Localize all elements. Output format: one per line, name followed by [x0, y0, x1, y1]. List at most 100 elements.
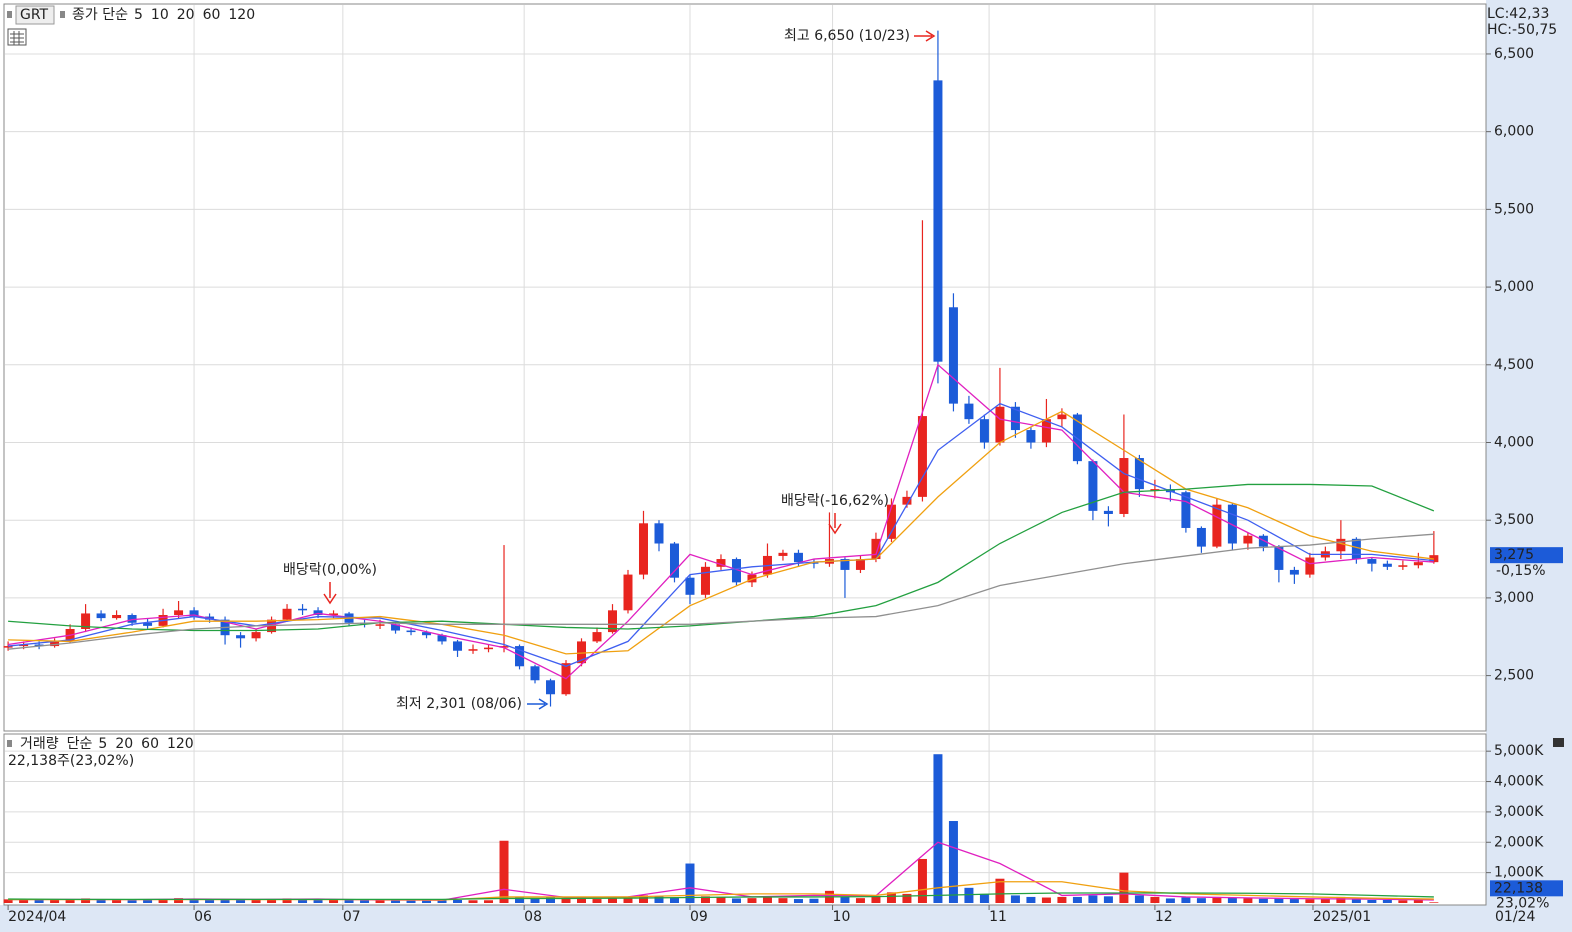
volume-bar — [189, 899, 199, 903]
candle-body — [948, 307, 958, 404]
moving-average — [8, 483, 1435, 632]
volume-bar — [669, 897, 679, 903]
volume-change: 23,02% — [1496, 895, 1549, 911]
y-tick-label: 3,500 — [1494, 512, 1534, 528]
candle-body — [484, 647, 494, 650]
candle-body — [1119, 458, 1129, 514]
x-tick-label: 2024/04 — [8, 909, 66, 925]
x-tick-label: 12 — [1155, 909, 1173, 925]
candle-body — [1181, 492, 1191, 528]
candle-body — [1212, 504, 1222, 547]
volume-bar — [1274, 898, 1284, 903]
volume-bar — [638, 895, 648, 903]
volume-tag-label: 22,138 — [1494, 880, 1543, 896]
volume-bar — [1351, 899, 1361, 903]
volume-bar — [282, 898, 292, 903]
volume-bar — [236, 899, 246, 903]
candle-body — [329, 613, 339, 615]
volume-bar — [453, 899, 463, 903]
volume-bar — [902, 893, 912, 903]
volume-bar — [143, 899, 153, 903]
candle-body — [437, 635, 447, 642]
volume-bar — [360, 900, 370, 903]
y-tick-label: 5,000K — [1494, 743, 1544, 759]
candle-body — [871, 538, 881, 560]
volume-bar — [1165, 898, 1175, 903]
volume-bar — [700, 896, 710, 903]
volume-bar — [1010, 895, 1020, 903]
annotation: 배당락(0,00%) — [283, 562, 377, 578]
candle-body — [638, 523, 648, 575]
legend-label: 거래량 — [20, 736, 59, 752]
y-tick-label: 5,000 — [1494, 279, 1534, 295]
volume-bar — [298, 899, 308, 903]
candle-body — [855, 559, 865, 570]
candle-body — [1289, 569, 1299, 575]
volume-bar — [484, 900, 494, 903]
volume-bar — [174, 898, 184, 903]
y-tick-label: 2,000K — [1494, 834, 1544, 850]
annotation-arrow — [527, 698, 549, 710]
candle-body — [313, 610, 323, 615]
volume-bar — [933, 754, 943, 903]
y-tick-label: 6,500 — [1494, 46, 1534, 62]
table-icon-lines — [10, 31, 24, 45]
volume-bar — [19, 899, 29, 903]
volume-bar — [205, 899, 215, 903]
candle-body — [979, 419, 989, 443]
symbol: GRT — [20, 7, 49, 23]
volume-bar — [1258, 898, 1268, 903]
panel-button[interactable] — [1553, 738, 1564, 747]
volume-bar — [329, 899, 339, 903]
candle-body — [50, 641, 60, 647]
volume-bar — [592, 899, 602, 903]
legend-entry: 5 — [134, 7, 143, 23]
candle-body — [1243, 535, 1253, 544]
candle-body — [298, 608, 308, 611]
candle-body — [1026, 430, 1036, 443]
volume-bar — [577, 898, 587, 903]
candle-body — [499, 646, 509, 648]
volume-bar — [964, 887, 974, 903]
volume-bar — [1072, 896, 1082, 903]
volume-bar — [437, 900, 447, 903]
candle-body — [1150, 489, 1160, 491]
volume-bar — [1320, 899, 1330, 903]
candle-body — [747, 574, 757, 583]
candle-body — [685, 577, 695, 595]
candle-body — [840, 559, 850, 570]
symbol-box[interactable] — [15, 5, 55, 25]
legend-label: 종가 단순 — [72, 7, 128, 23]
candle-body — [654, 523, 664, 544]
volume-bar — [546, 896, 556, 903]
volume-bar — [220, 899, 230, 903]
volume-bar — [422, 900, 432, 903]
stat: LC:42,33 — [1487, 6, 1549, 22]
candle-body — [1367, 559, 1377, 564]
volume-bar — [158, 899, 168, 903]
volume-bar — [778, 898, 788, 903]
legend-entry: 60 — [141, 736, 159, 752]
volume-bar — [1413, 899, 1423, 903]
candle-body — [778, 552, 788, 556]
legend-entry: 20 — [177, 7, 195, 23]
legend-entry: 60 — [203, 7, 221, 23]
volume-bar — [561, 897, 571, 903]
volume-bar — [112, 899, 122, 903]
legend-entry: 10 — [151, 7, 169, 23]
candle-body — [19, 644, 29, 647]
candle-body — [1274, 546, 1284, 570]
volume-tag — [1490, 880, 1563, 897]
volume-bar — [1119, 872, 1129, 903]
volume-bar — [840, 896, 850, 903]
x-tick-label: 09 — [690, 909, 708, 925]
candle-body — [1227, 504, 1237, 544]
table-icon[interactable] — [7, 28, 27, 46]
volume-bar — [375, 900, 385, 903]
volume-bar — [1103, 896, 1113, 903]
volume-bar — [50, 899, 60, 903]
candle-body — [236, 635, 246, 639]
volume-bar — [127, 900, 137, 903]
volume-bar — [855, 898, 865, 903]
